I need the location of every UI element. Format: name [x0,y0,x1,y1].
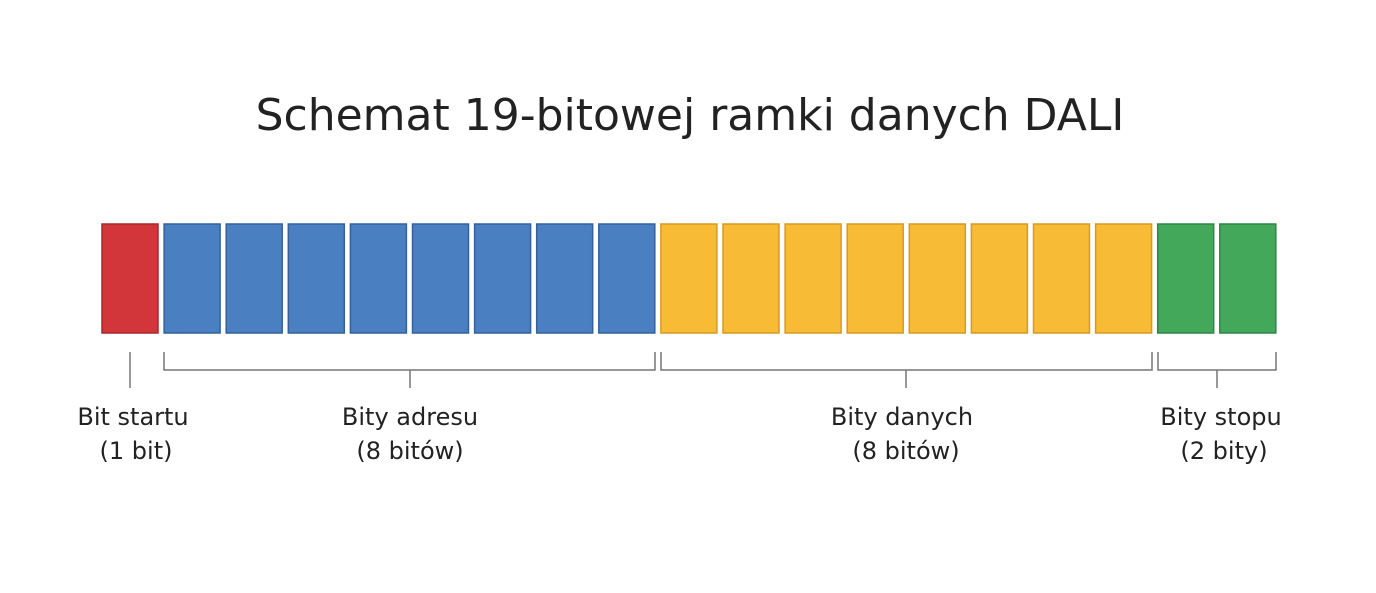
brackets [129,352,1277,388]
data-bit [660,223,718,334]
address-bit [473,223,532,334]
start-bit [101,223,159,334]
group-detail: (1 bit) [100,437,173,465]
group-label: Bity danych [831,403,973,431]
address-bit [349,223,408,334]
address-bit [163,223,221,334]
group-detail: (8 bitów) [356,437,463,465]
bit-boxes [101,223,1277,334]
bracket [163,352,656,388]
data-bit [846,223,904,334]
stop-bit [1219,223,1277,334]
bracket [1157,352,1277,388]
address-bit [287,223,346,334]
address-bit [225,223,283,334]
data-bit [1094,223,1153,334]
bracket [660,352,1153,388]
group-label: Bit startu [77,403,188,431]
data-bit [1032,223,1091,334]
group-label: Bity stopu [1160,403,1281,431]
data-bit [722,223,780,334]
stop-bit [1156,223,1215,334]
data-bit [784,223,842,334]
data-bit [908,223,967,334]
group-detail: (2 bity) [1180,437,1267,465]
title: Schemat 19-bitowej ramki danych DALI [256,90,1125,141]
address-bit [411,223,470,334]
group-label: Bity adresu [342,403,478,431]
group-detail: (8 bitów) [852,437,959,465]
data-bit [970,223,1029,334]
address-bit [535,223,594,334]
address-bit [598,223,656,334]
